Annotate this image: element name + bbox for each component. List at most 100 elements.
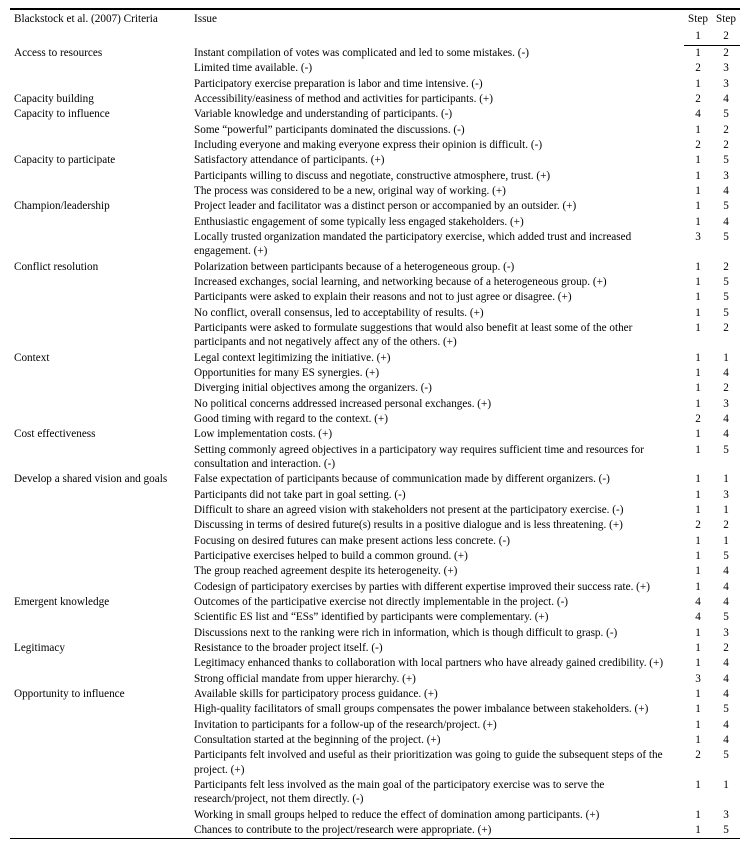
cell-issue: Setting commonly agreed objectives in a … xyxy=(190,442,684,472)
header-step1-top: Step xyxy=(684,9,712,27)
cell-issue: Accessibility/easiness of method and act… xyxy=(190,92,684,107)
cell-step1: 4 xyxy=(684,107,712,122)
cell-step1: 1 xyxy=(684,199,712,214)
cell-step2: 5 xyxy=(712,199,740,214)
cell-step2: 4 xyxy=(712,412,740,427)
cell-issue: Strong official mandate from upper hiera… xyxy=(190,671,684,686)
header-criteria: Blackstock et al. (2007) Criteria xyxy=(10,9,190,45)
cell-criteria xyxy=(10,76,190,91)
cell-step1: 1 xyxy=(684,381,712,396)
cell-step1: 1 xyxy=(684,442,712,472)
cell-step2: 3 xyxy=(712,487,740,502)
table-row: Consultation started at the beginning of… xyxy=(10,732,740,747)
cell-criteria xyxy=(10,579,190,594)
cell-criteria xyxy=(10,671,190,686)
cell-issue: Increased exchanges, social learning, an… xyxy=(190,275,684,290)
cell-step1: 1 xyxy=(684,76,712,91)
table-body: Access to resourcesInstant compilation o… xyxy=(10,45,740,838)
cell-step2: 1 xyxy=(712,777,740,807)
cell-criteria xyxy=(10,275,190,290)
cell-criteria xyxy=(10,748,190,778)
cell-issue: Enthusiastic engagement of some typicall… xyxy=(190,214,684,229)
header-step2-top: Step xyxy=(712,9,740,27)
cell-step1: 1 xyxy=(684,184,712,199)
cell-step1: 1 xyxy=(684,427,712,442)
cell-step1: 3 xyxy=(684,671,712,686)
table-row: Enthusiastic engagement of some typicall… xyxy=(10,214,740,229)
cell-step1: 1 xyxy=(684,640,712,655)
cell-step2: 4 xyxy=(712,579,740,594)
table-row: Participants did not take part in goal s… xyxy=(10,487,740,502)
table-row: The group reached agreement despite its … xyxy=(10,564,740,579)
cell-step1: 1 xyxy=(684,625,712,640)
cell-criteria xyxy=(10,518,190,533)
cell-criteria xyxy=(10,230,190,260)
cell-issue: Locally trusted organization mandated th… xyxy=(190,230,684,260)
cell-issue: Satisfactory attendance of participants.… xyxy=(190,153,684,168)
cell-criteria xyxy=(10,564,190,579)
cell-step1: 2 xyxy=(684,412,712,427)
table-row: Working in small groups helped to reduce… xyxy=(10,807,740,822)
cell-criteria: Conflict resolution xyxy=(10,259,190,274)
cell-criteria: Emergent knowledge xyxy=(10,594,190,609)
cell-step1: 1 xyxy=(684,396,712,411)
cell-issue: Project leader and facilitator was a dis… xyxy=(190,199,684,214)
cell-step1: 1 xyxy=(684,45,712,61)
cell-step1: 1 xyxy=(684,487,712,502)
cell-criteria: Capacity to participate xyxy=(10,153,190,168)
cell-step1: 1 xyxy=(684,807,712,822)
cell-step2: 4 xyxy=(712,184,740,199)
table-row: No conflict, overall consensus, led to a… xyxy=(10,305,740,320)
header-issue: Issue xyxy=(190,9,684,45)
cell-issue: Discussing in terms of desired future(s)… xyxy=(190,518,684,533)
cell-criteria xyxy=(10,138,190,153)
cell-issue: Participants felt involved and useful as… xyxy=(190,748,684,778)
table-row: Champion/leadershipProject leader and fa… xyxy=(10,199,740,214)
cell-step2: 5 xyxy=(712,822,740,838)
table-row: The process was considered to be a new, … xyxy=(10,184,740,199)
cell-issue: Scientific ES list and “ESs” identified … xyxy=(190,610,684,625)
table-row: Legitimacy enhanced thanks to collaborat… xyxy=(10,656,740,671)
cell-step2: 4 xyxy=(712,732,740,747)
cell-step2: 5 xyxy=(712,290,740,305)
table-row: Focusing on desired futures can make pre… xyxy=(10,533,740,548)
cell-issue: Difficult to share an agreed vision with… xyxy=(190,503,684,518)
table-row: Some “powerful” participants dominated t… xyxy=(10,122,740,137)
table-row: Diverging initial objectives among the o… xyxy=(10,381,740,396)
cell-step2: 2 xyxy=(712,45,740,61)
table-row: Limited time available. (-)23 xyxy=(10,61,740,76)
cell-step1: 1 xyxy=(684,472,712,487)
cell-step2: 4 xyxy=(712,564,740,579)
cell-criteria xyxy=(10,807,190,822)
cell-issue: The process was considered to be a new, … xyxy=(190,184,684,199)
cell-criteria: Champion/leadership xyxy=(10,199,190,214)
cell-criteria xyxy=(10,702,190,717)
cell-step1: 1 xyxy=(684,579,712,594)
table-row: Participants felt involved and useful as… xyxy=(10,748,740,778)
table-row: Good timing with regard to the context. … xyxy=(10,412,740,427)
cell-step2: 1 xyxy=(712,503,740,518)
cell-issue: Polarization between participants becaus… xyxy=(190,259,684,274)
cell-issue: Participants were asked to explain their… xyxy=(190,290,684,305)
cell-step2: 4 xyxy=(712,366,740,381)
cell-step1: 1 xyxy=(684,214,712,229)
cell-issue: Participants willing to discuss and nego… xyxy=(190,168,684,183)
cell-step2: 3 xyxy=(712,61,740,76)
cell-criteria xyxy=(10,184,190,199)
cell-issue: No political concerns addressed increase… xyxy=(190,396,684,411)
cell-step2: 2 xyxy=(712,138,740,153)
cell-step1: 1 xyxy=(684,777,712,807)
cell-criteria xyxy=(10,732,190,747)
cell-step2: 2 xyxy=(712,381,740,396)
cell-criteria xyxy=(10,321,190,351)
cell-issue: Invitation to participants for a follow-… xyxy=(190,717,684,732)
cell-step2: 2 xyxy=(712,518,740,533)
table-row: Develop a shared vision and goalsFalse e… xyxy=(10,472,740,487)
cell-step1: 1 xyxy=(684,168,712,183)
table-row: Chances to contribute to the project/res… xyxy=(10,822,740,838)
cell-issue: Including everyone and making everyone e… xyxy=(190,138,684,153)
cell-step2: 3 xyxy=(712,625,740,640)
cell-issue: Good timing with regard to the context. … xyxy=(190,412,684,427)
cell-step1: 1 xyxy=(684,503,712,518)
cell-issue: Resistance to the broader project itself… xyxy=(190,640,684,655)
